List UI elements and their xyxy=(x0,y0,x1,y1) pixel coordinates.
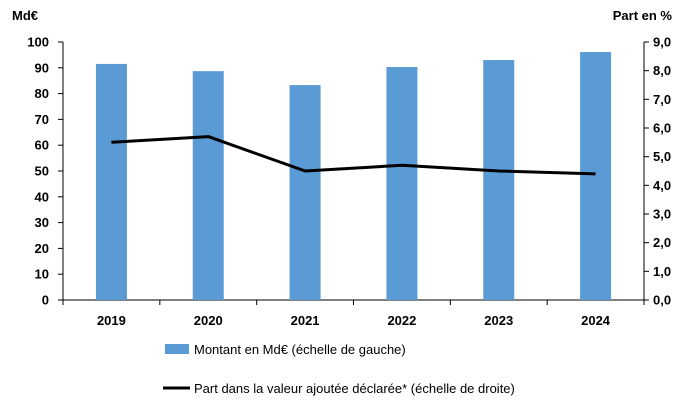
left-axis-unit: Md€ xyxy=(12,8,38,23)
right-tick-label: 6,0 xyxy=(653,121,671,136)
left-tick-label: 60 xyxy=(35,138,49,153)
legend-bar-label: Montant en Md€ (échelle de gauche) xyxy=(194,342,406,357)
x-tick-label: 2022 xyxy=(387,313,416,328)
bar-2019 xyxy=(95,63,127,301)
share-line xyxy=(111,135,596,176)
ticks-layer: 0 10 20 30 40 50 60 70 80 90 100 0,0 1,0 2,0 3,0 4,0 5,0… xyxy=(27,35,671,329)
left-tick-label: 10 xyxy=(35,267,49,282)
right-tick-label: 5,0 xyxy=(653,149,671,164)
x-tick-label: 2020 xyxy=(194,313,223,328)
bar-2021 xyxy=(289,85,321,300)
axes-layer xyxy=(62,42,645,301)
x-tick-label: 2023 xyxy=(484,313,513,328)
right-tick-label: 1,0 xyxy=(653,264,671,279)
right-tick-label: 7,0 xyxy=(653,92,671,107)
legend: Montant en Md€ (échelle de gauche) Part … xyxy=(163,342,515,396)
left-tick-label: 30 xyxy=(35,215,49,230)
left-tick-label: 90 xyxy=(35,60,49,75)
bar-2020 xyxy=(192,71,224,301)
bar-2023 xyxy=(483,60,515,301)
x-tick-label: 2024 xyxy=(581,313,611,328)
left-tick-label: 70 xyxy=(35,112,49,127)
left-tick-label: 80 xyxy=(35,86,49,101)
bars-layer xyxy=(95,52,612,301)
left-tick-label: 20 xyxy=(35,241,49,256)
bar-2024 xyxy=(580,52,612,301)
right-tick-label: 3,0 xyxy=(653,207,671,222)
left-tick-label: 0 xyxy=(42,293,49,308)
legend-bar-swatch xyxy=(165,344,189,354)
left-tick-label: 40 xyxy=(35,189,49,204)
right-tick-label: 8,0 xyxy=(653,63,671,78)
right-tick-label: 2,0 xyxy=(653,235,671,250)
legend-line-label: Part dans la valeur ajoutée déclarée* (é… xyxy=(194,381,515,396)
left-tick-label: 50 xyxy=(35,164,49,179)
right-tick-label: 9,0 xyxy=(653,35,671,50)
line-layer xyxy=(111,135,596,176)
right-tick-label: 4,0 xyxy=(653,178,671,193)
right-tick-label: 0,0 xyxy=(653,293,671,308)
x-tick-label: 2021 xyxy=(291,313,320,328)
right-axis-unit: Part en % xyxy=(613,8,673,23)
x-tick-label: 2019 xyxy=(97,313,126,328)
left-tick-label: 100 xyxy=(27,35,49,50)
bar-2022 xyxy=(386,67,418,300)
